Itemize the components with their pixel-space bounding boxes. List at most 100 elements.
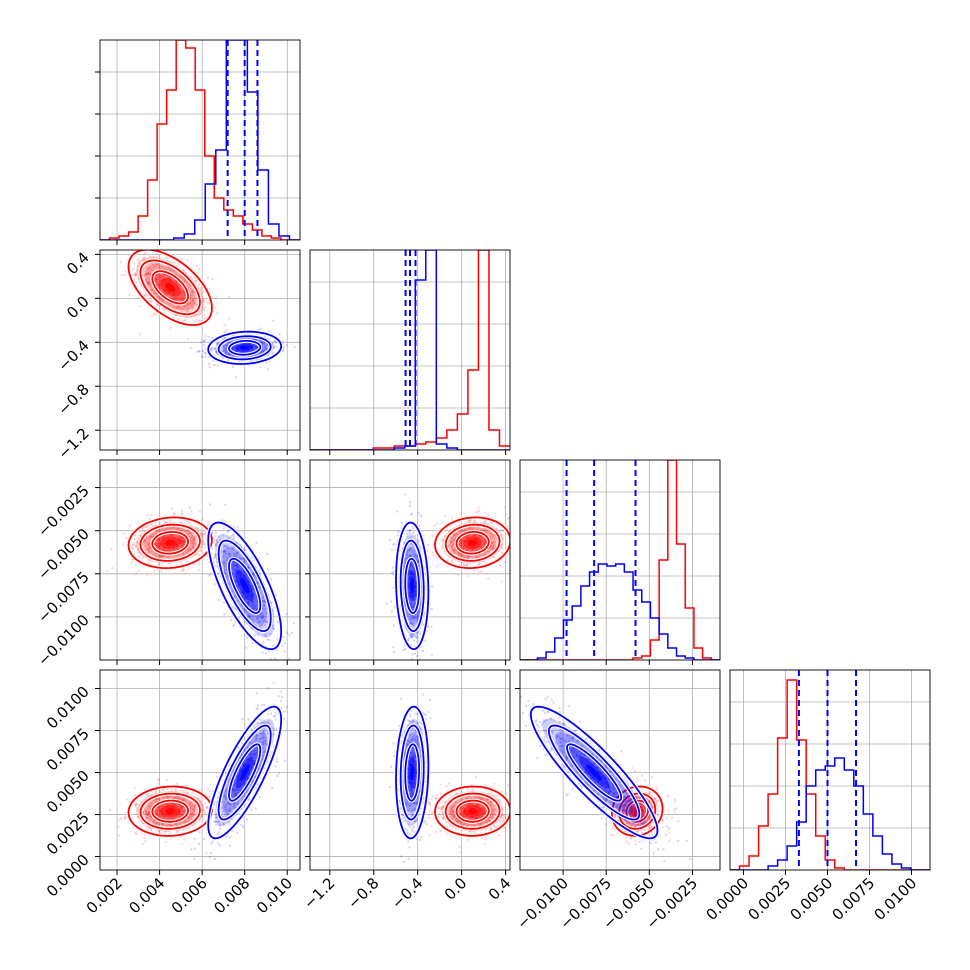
sample-point — [201, 540, 205, 543]
sample-point — [217, 820, 220, 824]
sample-point — [211, 840, 214, 843]
sample-point — [216, 775, 219, 778]
sample-point — [217, 599, 221, 602]
sample-point — [157, 563, 160, 566]
sample-point — [204, 352, 207, 355]
sample-point — [201, 349, 205, 353]
sample-point — [162, 273, 166, 277]
sample-point — [155, 277, 158, 280]
sample-point — [137, 551, 140, 554]
sample-point — [171, 802, 174, 806]
sample-point — [174, 547, 177, 551]
sample-point — [207, 335, 210, 339]
sample-point — [198, 350, 201, 353]
sample-point — [483, 543, 487, 546]
sample-point — [430, 607, 434, 611]
sample-point — [468, 548, 472, 551]
sample-point — [478, 506, 481, 509]
sample-point — [452, 549, 455, 552]
sample-point — [412, 617, 416, 620]
sample-point — [225, 575, 228, 579]
sample-point — [137, 296, 140, 300]
histogram-0-series-0 — [100, 40, 300, 240]
sample-point — [193, 537, 196, 541]
sample-point — [254, 807, 257, 810]
sample-point — [158, 805, 161, 808]
sample-point — [133, 244, 135, 246]
sample-point — [462, 562, 465, 565]
sample-point — [414, 596, 418, 599]
sample-point — [260, 617, 264, 620]
sample-point — [264, 346, 267, 350]
sample-point — [408, 532, 411, 535]
sample-point — [243, 598, 247, 602]
sample-point — [203, 546, 206, 549]
sample-point — [413, 639, 416, 642]
sample-point — [136, 265, 140, 268]
sample-point — [408, 505, 412, 508]
sample-point — [252, 762, 256, 765]
sample-point — [408, 570, 411, 573]
sample-point — [487, 513, 490, 517]
sample-point — [202, 343, 206, 347]
sample-point — [261, 721, 264, 724]
sample-point — [484, 542, 487, 545]
sample-point — [155, 812, 158, 816]
sample-point — [138, 799, 141, 803]
sample-point — [152, 798, 156, 802]
sample-point — [247, 717, 250, 721]
sample-point — [146, 282, 149, 286]
sample-point — [175, 535, 178, 538]
sample-point — [162, 815, 165, 819]
sample-point — [260, 351, 263, 354]
sample-point — [231, 365, 235, 369]
sample-point — [137, 261, 140, 265]
sample-point — [228, 353, 231, 356]
sample-point — [487, 550, 490, 553]
sample-point — [477, 535, 480, 538]
sample-point — [409, 563, 412, 567]
sample-point — [180, 536, 183, 539]
sample-point — [232, 625, 235, 628]
sample-point — [154, 292, 157, 295]
contour-level-2 — [228, 339, 262, 356]
sample-point — [415, 635, 418, 639]
sample-point — [185, 315, 189, 319]
sample-point — [146, 281, 150, 284]
sample-point — [233, 554, 236, 558]
sample-point — [228, 808, 232, 811]
sample-point — [413, 615, 417, 618]
sample-point — [511, 546, 513, 548]
sample-point — [413, 553, 416, 556]
sample-point — [272, 627, 275, 630]
sample-point — [472, 548, 475, 551]
sample-point — [148, 545, 151, 548]
sample-point — [402, 648, 405, 652]
sample-point — [111, 566, 114, 570]
sample-point — [177, 546, 181, 549]
sample-point — [231, 560, 234, 564]
sample-point — [187, 548, 190, 551]
sample-point — [136, 258, 139, 261]
sample-point — [253, 634, 256, 637]
sample-point — [493, 540, 497, 544]
sample-point — [264, 348, 267, 351]
sample-point — [460, 545, 463, 549]
sample-point — [158, 282, 161, 285]
sample-point — [411, 527, 415, 530]
sample-point — [263, 345, 267, 348]
sample-point — [213, 363, 216, 367]
sample-point — [148, 282, 151, 286]
sample-point — [255, 756, 258, 759]
sample-point — [406, 613, 409, 616]
sample-point — [157, 545, 160, 548]
sample-point — [191, 812, 195, 815]
sample-point — [430, 625, 433, 628]
sample-point — [200, 804, 203, 807]
sample-point — [469, 527, 473, 530]
sample-point — [144, 808, 147, 811]
sample-point — [503, 560, 506, 564]
sample-point — [146, 793, 149, 796]
sample-point — [150, 514, 154, 517]
sample-point — [234, 778, 237, 782]
